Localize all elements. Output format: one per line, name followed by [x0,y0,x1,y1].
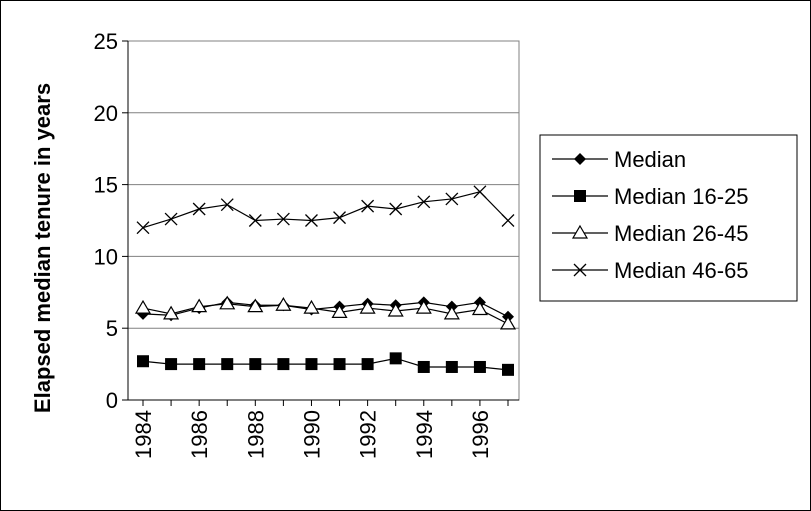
legend-label: Median [614,147,686,172]
data-point [305,214,318,227]
data-point [333,211,346,225]
data-point [165,358,178,371]
data-point [276,212,290,226]
plot-area [127,40,520,401]
legend-label: Median 16-25 [614,184,749,209]
y-tick-label: 5 [106,316,118,341]
y-tick-label: 25 [94,29,118,54]
legend-marker [571,224,589,239]
data-point [136,221,150,235]
data-point [473,185,487,199]
y-tick-label: 15 [94,173,118,198]
legend-label: Median 46-65 [614,258,749,283]
data-point [277,358,290,371]
series-median-26-45 [134,295,517,330]
y-tick-label: 20 [94,101,118,126]
data-point [248,214,262,227]
series-median-46-65 [136,185,515,235]
data-point [275,297,292,311]
data-point [361,199,375,213]
data-point [305,358,318,371]
legend-marker [573,263,587,277]
x-tick-label: 1984 [131,410,156,459]
data-point [443,305,460,320]
data-point [192,202,206,216]
x-tick-label: 1996 [468,410,493,459]
data-point [219,295,236,310]
data-point [389,352,402,365]
data-point [221,358,234,371]
data-point [359,299,376,314]
x-ticks: 1984 1986 1988 1990 1992 1994 1996 [131,400,509,459]
legend-marker [574,190,586,202]
legend: Median Median 16-25 Median 26-45 Median 46-… [539,134,798,302]
data-point [193,358,206,371]
data-point [387,302,404,317]
data-point [137,355,149,368]
data-point [333,358,346,371]
data-point [445,360,458,373]
data-point [502,363,514,376]
data-point [415,299,432,314]
data-point [417,195,431,209]
x-tick-label: 1988 [243,410,268,459]
data-point [163,305,180,320]
y-tick-label: 0 [106,388,118,413]
x-tick-label: 1990 [299,410,324,459]
series-median-16-25 [137,352,514,376]
legend-item: Median 16-25 [552,184,749,209]
data-point [471,301,488,316]
data-point [249,358,262,371]
data-point [303,299,320,314]
data-point [164,212,178,226]
data-point [191,298,208,313]
data-point [499,315,517,330]
data-point [417,360,430,373]
data-point [445,192,459,206]
series-line [142,303,509,325]
legend-marker [574,153,586,165]
legend-item: Median 46-65 [552,258,749,283]
legend-item: Median 26-45 [552,221,749,246]
y-ticks: 0 5 10 15 20 25 [94,29,128,413]
y-tick-label: 10 [94,244,118,269]
x-tick-label: 1994 [412,410,437,459]
data-point [501,214,515,227]
data-point [134,299,152,314]
data-point [361,358,374,371]
legend-label: Median 26-45 [614,221,749,246]
data-point [389,202,403,216]
gridlines [128,40,519,329]
data-point [331,304,348,319]
y-axis-label: Elapsed median tenure in years [30,83,55,413]
data-point [220,198,234,212]
data-point [247,298,264,313]
x-tick-label: 1986 [187,410,212,459]
series-line [142,191,509,229]
series-layer [134,185,517,376]
data-point [473,360,486,373]
legend-item: Median [552,147,686,172]
x-tick-label: 1992 [356,410,381,459]
